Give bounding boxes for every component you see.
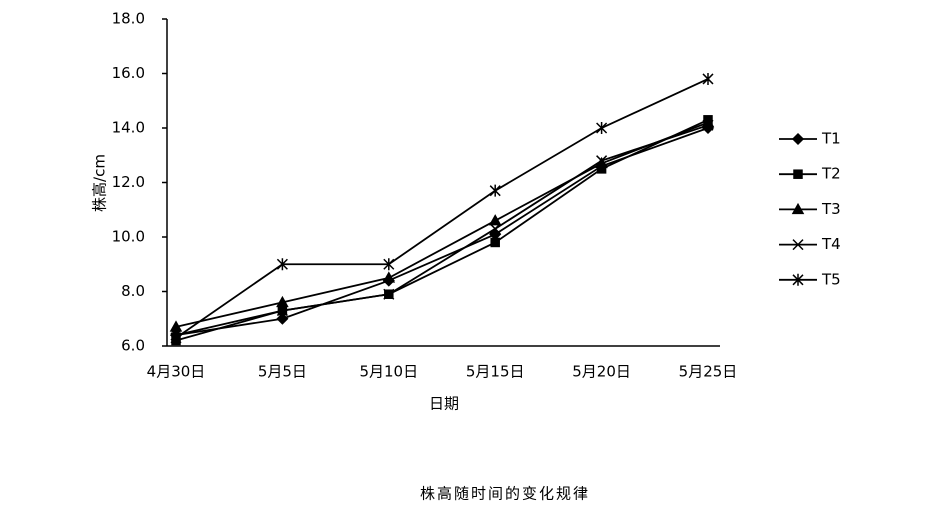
marker [489,184,501,197]
chart-title: 株高随时间的变化规律 [420,485,590,503]
x-tick-label: 5月5日 [258,363,307,381]
y-axis-label: 株高/cm [91,154,109,212]
y-tick-label: 6.0 [121,337,145,355]
x-tick-label: 5月15日 [466,363,525,381]
marker [489,223,501,235]
legend-label: T3 [821,200,841,218]
marker [276,305,288,317]
marker [169,320,183,332]
line [175,121,709,328]
marker [276,312,289,325]
x-tick-label: 5月10日 [359,363,418,381]
line [175,124,709,336]
y-tick-label: 16.0 [112,64,145,82]
line [175,127,709,336]
legend-marker [792,273,804,286]
x-axis-label: 日期 [429,395,459,413]
x-tick-label: 4月30日 [147,363,206,381]
legend-label: T2 [821,165,841,183]
x-tick-label: 5月20日 [572,363,631,381]
legend-marker [793,169,803,179]
y-tick-label: 12.0 [112,173,145,191]
marker [276,295,289,308]
series [169,116,715,332]
legend-label: T5 [821,270,841,288]
marker [596,155,608,167]
marker [170,331,182,344]
y-tick-label: 10.0 [112,228,145,246]
marker [490,237,500,248]
series [170,72,714,344]
marker [383,258,395,271]
marker [276,258,288,271]
y-tick-label: 18.0 [112,10,145,28]
legend-marker [792,239,804,251]
marker [488,214,502,226]
legend-marker [791,132,805,146]
marker [596,122,608,134]
marker [382,271,396,283]
marker [383,288,395,300]
y-tick-label: 14.0 [112,119,145,137]
y-tick-label: 8.0 [121,282,145,300]
legend-label: T1 [821,130,841,148]
line [175,78,709,339]
marker [702,72,714,85]
marker [702,119,714,131]
legend-marker [791,202,805,215]
legend-label: T4 [821,235,841,253]
series [170,119,714,341]
x-tick-label: 5月25日 [679,363,738,381]
